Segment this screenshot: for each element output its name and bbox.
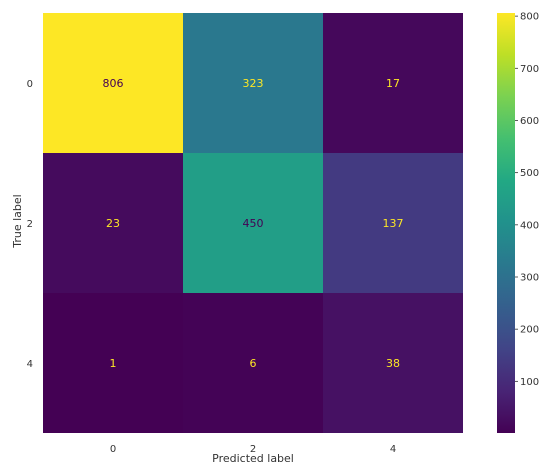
heatmap-cells <box>43 13 463 433</box>
x-tick-label: 0 <box>110 444 116 455</box>
heatmap-cell <box>323 153 463 293</box>
colorbar-tick-label: 200 <box>520 325 539 336</box>
x-axis-label: Predicted label <box>212 452 294 465</box>
cell-value-label: 23 <box>106 217 120 230</box>
cell-value-label: 6 <box>250 357 257 370</box>
cell-value-label: 137 <box>383 217 404 230</box>
colorbar-tick-label: 300 <box>520 273 539 284</box>
cell-value-label: 17 <box>386 77 400 90</box>
colorbar-tick-label: 600 <box>520 116 539 127</box>
colorbar-tick-label: 700 <box>520 64 539 75</box>
heatmap-cell <box>43 153 183 293</box>
x-axis: 0 2 4 <box>110 444 396 455</box>
cell-value-label: 38 <box>386 357 400 370</box>
colorbar-tick-label: 500 <box>520 168 539 179</box>
y-tick-label: 4 <box>27 359 33 370</box>
heatmap-cell <box>43 13 183 153</box>
colorbar-tick-label: 800 <box>520 12 539 23</box>
cell-value-label: 1 <box>110 357 117 370</box>
heatmap-cell <box>43 293 183 433</box>
colorbar-tick-label: 100 <box>520 377 539 388</box>
cell-value-label: 806 <box>103 77 124 90</box>
cell-value-label: 323 <box>243 77 264 90</box>
cell-value-labels: 806 323 17 23 450 137 1 6 38 <box>103 77 404 370</box>
y-tick-label: 2 <box>27 219 33 230</box>
cell-value-label: 450 <box>243 217 264 230</box>
y-axis-label: True label <box>11 194 24 248</box>
y-axis: 0 2 4 <box>27 79 33 370</box>
x-tick-label: 4 <box>390 444 396 455</box>
heatmap-cell <box>183 153 323 293</box>
colorbar: 100 200 300 400 500 600 700 800 <box>497 12 539 433</box>
colorbar-tick-label: 400 <box>520 220 539 231</box>
heatmap-cell <box>323 293 463 433</box>
heatmap-cell <box>323 13 463 153</box>
y-tick-label: 0 <box>27 79 33 90</box>
heatmap-cell <box>183 13 323 153</box>
x-tick-label: 2 <box>250 444 256 455</box>
heatmap-cell <box>183 293 323 433</box>
colorbar-gradient <box>497 13 515 433</box>
